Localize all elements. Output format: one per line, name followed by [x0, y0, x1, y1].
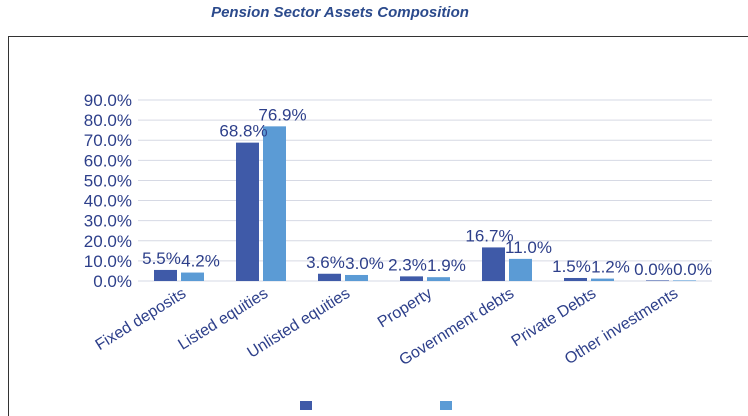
- bar: [427, 277, 450, 281]
- bar: [673, 280, 696, 281]
- bar: [400, 276, 423, 281]
- chart-title: Pension Sector Assets Composition: [211, 4, 469, 21]
- y-axis-ticks: 0.0%10.0%20.0%30.0%40.0% 50.0%60.0%70.0%8…: [84, 91, 132, 291]
- data-label: 1.2%: [591, 258, 630, 277]
- bar: [646, 280, 669, 281]
- bar: [263, 126, 286, 282]
- data-label: 0.0%: [673, 260, 712, 279]
- data-labels: 5.5% 4.2%68.8%76.9%3.6% 3.0% 2.3% 1.9%16.7%1…: [142, 105, 712, 279]
- bar: [318, 273, 341, 281]
- gridlines: [138, 99, 712, 282]
- bar: [591, 278, 614, 281]
- bars: [154, 126, 696, 282]
- bar: [154, 269, 177, 281]
- legend-swatch: [440, 401, 452, 410]
- legend-swatch: [300, 401, 312, 410]
- y-tick-label: 0.0%: [93, 272, 132, 291]
- data-label: 5.5%: [142, 249, 181, 268]
- data-label: 4.2%: [181, 252, 220, 271]
- bar: [509, 258, 532, 281]
- y-tick-label: 20.0%: [84, 232, 132, 251]
- data-label: 1.5%: [552, 257, 591, 276]
- data-label: 1.9%: [427, 256, 466, 275]
- y-tick-label: 50.0%: [84, 171, 132, 190]
- y-tick-label: 30.0%: [84, 212, 132, 231]
- y-tick-label: 60.0%: [84, 151, 132, 170]
- chart-frame: [8, 36, 748, 416]
- y-tick-label: 70.0%: [84, 131, 132, 150]
- data-label: 3.0%: [345, 254, 384, 273]
- bar: [236, 142, 259, 281]
- x-tick-label: Fixed deposits: [93, 285, 190, 354]
- y-tick-label: 80.0%: [84, 111, 132, 130]
- bar: [181, 272, 204, 281]
- data-label: 2.3%: [388, 255, 427, 274]
- x-tick-label: Property: [375, 285, 435, 331]
- data-label: 0.0%: [634, 260, 673, 279]
- y-tick-label: 90.0%: [84, 91, 132, 110]
- y-tick-label: 40.0%: [84, 192, 132, 211]
- data-label: 76.9%: [258, 105, 306, 124]
- data-label: 3.6%: [306, 253, 345, 272]
- data-label: 16.7%: [465, 226, 513, 245]
- bar: [564, 277, 587, 281]
- legend: [300, 401, 452, 410]
- y-tick-label: 10.0%: [84, 252, 132, 271]
- data-label: 11.0%: [505, 238, 552, 257]
- bar: [482, 247, 505, 281]
- data-label: 68.8%: [219, 122, 267, 141]
- bar: [345, 274, 368, 281]
